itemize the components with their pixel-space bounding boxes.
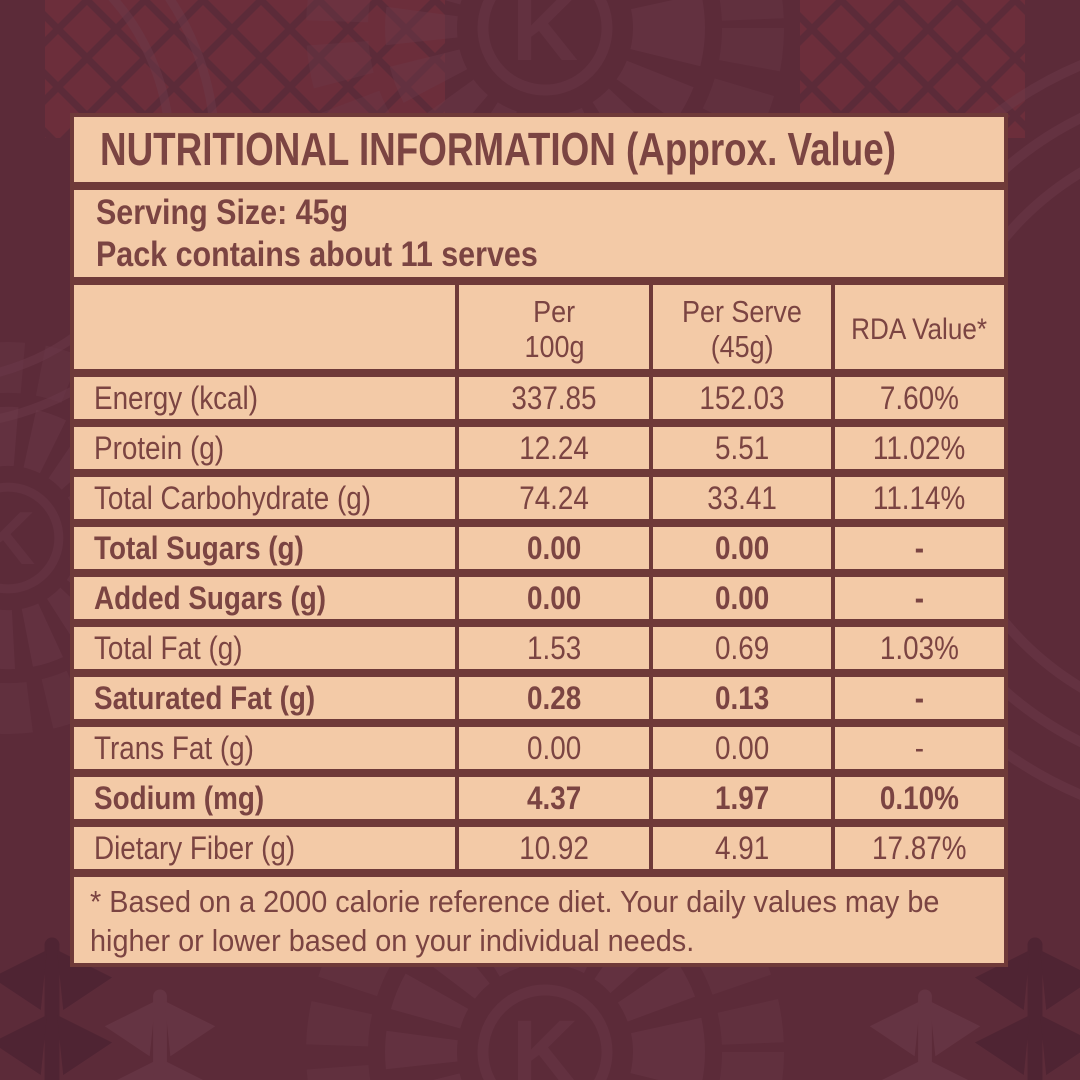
serving-size-text: Serving Size: 45g (96, 193, 349, 232)
nutrient-rda-value: - (831, 677, 1004, 719)
nutrient-label: Total Fat (g) (94, 630, 243, 666)
nutrient-per-serve-value: 4.91 (648, 827, 831, 869)
nutrient-per-100g-value: 74.24 (455, 477, 648, 519)
nutrient-per-100g-value: 4.37 (455, 777, 648, 819)
nutrient-per-serve-value: 0.00 (648, 527, 831, 569)
footnote: * Based on a 2000 calorie reference diet… (70, 873, 1008, 967)
nutrient-per-serve-value: 0.00 (648, 577, 831, 619)
nutrient-label: Total Carbohydrate (g) (94, 480, 371, 516)
nutrient-label: Protein (g) (94, 430, 224, 466)
nutrition-label: NUTRITIONAL INFORMATION (Approx. Value) … (70, 113, 1008, 967)
nutrient-per-serve-value: 1.97 (648, 777, 831, 819)
nutrient-row: Added Sugars (g) 0.00 0.00 - (70, 573, 1008, 623)
nutrient-per-100g-value: 337.85 (455, 377, 648, 419)
nutrient-row: Total Fat (g) 1.53 0.69 1.03% (70, 623, 1008, 673)
nutrient-rda-value: 7.60% (831, 377, 1004, 419)
nutrient-per-100g-value: 12.24 (455, 427, 648, 469)
nutrient-per-100g-value: 10.92 (455, 827, 648, 869)
nutrient-rda-value: - (831, 577, 1004, 619)
nutrient-row: Dietary Fiber (g) 10.92 4.91 17.87% (70, 823, 1008, 873)
header-per-100g: Per 100g (455, 285, 648, 369)
nutrient-rda-value: 1.03% (831, 627, 1004, 669)
header-rda-value: RDA Value* (831, 285, 1004, 369)
nutrient-per-100g-value: 0.00 (455, 527, 648, 569)
nutrient-rda-value: 0.10% (831, 777, 1004, 819)
nutrient-per-serve-value: 152.03 (648, 377, 831, 419)
nutrient-per-100g-value: 1.53 (455, 627, 648, 669)
nutrition-rows: Energy (kcal) 337.85 152.03 7.60% Protei… (70, 373, 1008, 873)
nutrient-row: Trans Fat (g) 0.00 0.00 - (70, 723, 1008, 773)
nutrient-row: Sodium (mg) 4.37 1.97 0.10% (70, 773, 1008, 823)
nutrient-label: Saturated Fat (g) (94, 680, 316, 716)
nutrient-per-100g-value: 0.00 (455, 577, 648, 619)
nutrient-rda-value: - (831, 527, 1004, 569)
nutrient-rda-value: 11.02% (831, 427, 1004, 469)
table-header-row: Per 100g Per Serve (45g) RDA Value* (70, 281, 1008, 373)
nutrient-per-100g-value: 0.00 (455, 727, 648, 769)
label-title: NUTRITIONAL INFORMATION (Approx. Value) (100, 123, 896, 175)
nutrient-row: Saturated Fat (g) 0.28 0.13 - (70, 673, 1008, 723)
nutrient-label: Trans Fat (g) (94, 730, 254, 766)
label-title-bar: NUTRITIONAL INFORMATION (Approx. Value) (70, 113, 1008, 186)
serving-info: Serving Size: 45g Pack contains about 11… (70, 186, 1008, 281)
nutrient-rda-value: 17.87% (831, 827, 1004, 869)
nutrient-per-100g-value: 0.28 (455, 677, 648, 719)
header-nutrient (74, 285, 455, 369)
nutrient-row: Total Sugars (g) 0.00 0.00 - (70, 523, 1008, 573)
header-per-serve: Per Serve (45g) (648, 285, 831, 369)
footnote-text: * Based on a 2000 calorie reference diet… (90, 884, 940, 958)
nutrient-per-serve-value: 5.51 (648, 427, 831, 469)
nutrient-per-serve-value: 0.69 (648, 627, 831, 669)
nutrient-per-serve-value: 0.00 (648, 727, 831, 769)
pack-serves-text: Pack contains about 11 serves (96, 235, 538, 274)
nutrient-rda-value: - (831, 727, 1004, 769)
nutrient-label: Added Sugars (g) (94, 580, 327, 616)
nutrient-row: Energy (kcal) 337.85 152.03 7.60% (70, 373, 1008, 423)
nutrient-label: Dietary Fiber (g) (94, 830, 296, 866)
nutrient-label: Total Sugars (g) (94, 530, 304, 566)
nutrient-rda-value: 11.14% (831, 477, 1004, 519)
nutrient-per-serve-value: 33.41 (648, 477, 831, 519)
nutrient-label: Energy (kcal) (94, 380, 258, 416)
nutrient-row: Protein (g) 12.24 5.51 11.02% (70, 423, 1008, 473)
nutrient-per-serve-value: 0.13 (648, 677, 831, 719)
nutrient-row: Total Carbohydrate (g) 74.24 33.41 11.14… (70, 473, 1008, 523)
nutrient-label: Sodium (mg) (94, 780, 265, 816)
